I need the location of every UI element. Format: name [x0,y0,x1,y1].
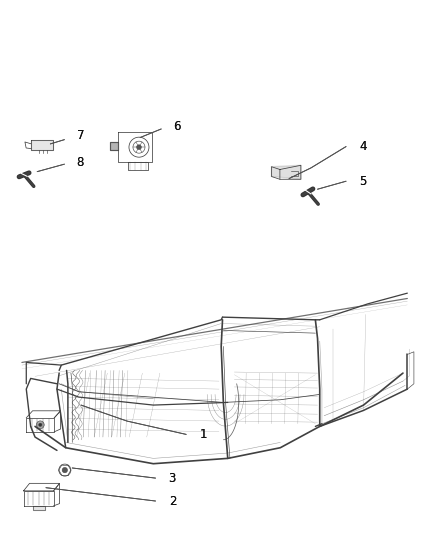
Circle shape [137,145,141,150]
Text: 3: 3 [169,472,176,484]
Text: 4: 4 [359,140,367,153]
Text: 7: 7 [77,130,84,142]
Circle shape [59,464,71,476]
Polygon shape [110,142,118,150]
Text: 4: 4 [359,140,367,153]
Circle shape [62,467,67,473]
Text: 1: 1 [199,428,207,441]
Polygon shape [31,140,53,150]
Text: 6: 6 [173,120,180,133]
Circle shape [133,141,145,153]
Polygon shape [32,506,45,510]
Text: 5: 5 [359,175,367,188]
Text: 8: 8 [77,156,84,169]
Text: 8: 8 [77,156,84,169]
Text: 7: 7 [77,130,84,142]
Text: 1: 1 [199,428,207,441]
Text: 5: 5 [359,175,367,188]
Text: 6: 6 [173,120,180,133]
Text: 2: 2 [169,495,176,507]
Circle shape [129,137,149,157]
Polygon shape [272,165,301,179]
Circle shape [39,423,42,426]
Text: 3: 3 [169,472,176,484]
Text: 2: 2 [169,495,176,507]
Circle shape [36,421,44,429]
